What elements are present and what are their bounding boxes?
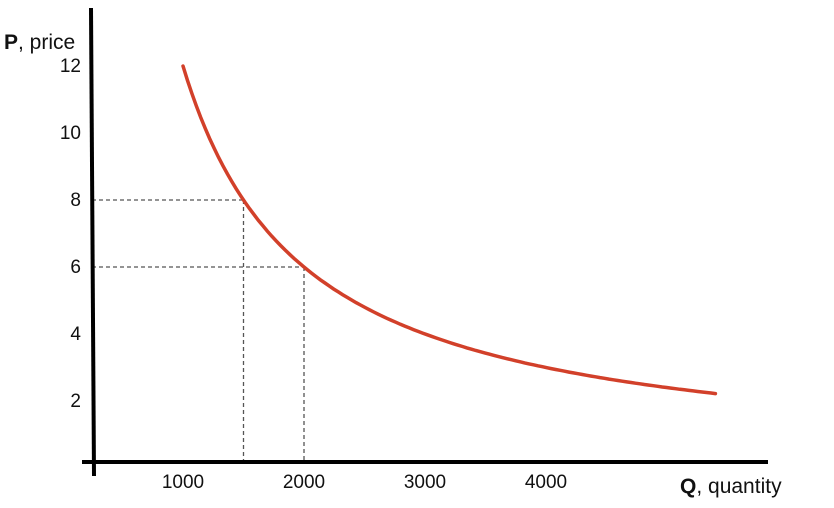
x-axis-title: Q, quantity	[680, 475, 782, 498]
y-tick-label: 6	[70, 257, 81, 278]
y-axis-symbol: P	[4, 31, 18, 54]
reference-lines	[92, 199, 305, 462]
y-axis	[89, 7, 96, 477]
y-tick-labels: 2 4 6 8 10 12	[60, 56, 82, 412]
y-axis-label: , price	[18, 31, 75, 54]
y-tick-label: 8	[70, 190, 81, 211]
x-tick-label: 3000	[404, 472, 446, 493]
x-tick-label: 1000	[162, 472, 204, 493]
y-tick-label: 10	[60, 123, 81, 144]
x-tick-label: 4000	[525, 472, 567, 493]
x-tick-label: 2000	[283, 472, 325, 493]
x-axis-label: , quantity	[696, 475, 782, 498]
y-axis-title: P, price	[4, 31, 75, 54]
y-tick-label: 2	[70, 391, 81, 412]
y-tick-label: 4	[70, 324, 81, 345]
x-axis-symbol: Q	[680, 475, 696, 498]
demand-curve	[181, 64, 718, 396]
x-tick-labels: 1000 2000 3000 4000	[162, 472, 567, 493]
y-tick-label: 12	[60, 56, 81, 77]
